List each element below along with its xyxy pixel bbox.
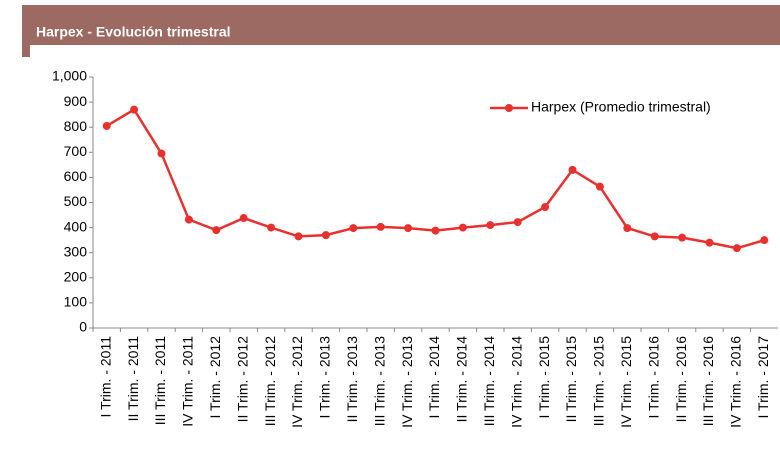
x-tick-label: III Trim. - 2013 — [371, 336, 387, 426]
y-tick-label: 900 — [64, 93, 88, 109]
point — [294, 232, 303, 241]
point — [102, 121, 111, 130]
point — [705, 238, 714, 247]
y-tick-label: 300 — [64, 243, 88, 259]
y-tick-label: 0 — [79, 319, 87, 335]
x-tick-label: III Trim. - 2011 — [152, 336, 168, 425]
y-tick-label: 800 — [64, 118, 88, 134]
legend-marker — [505, 104, 513, 112]
point — [431, 226, 440, 235]
x-tick-label: I Trim. - 2016 — [645, 336, 661, 419]
y-tick-label: 700 — [64, 143, 88, 159]
point — [321, 231, 330, 240]
y-tick-label: 1,000 — [52, 68, 87, 84]
header-title: Harpex - Evolución trimestral — [36, 24, 231, 40]
point — [130, 105, 139, 114]
x-tick-label: I Trim. - 2011 — [97, 336, 113, 418]
x-tick-label: I Trim. - 2015 — [536, 336, 552, 419]
point — [760, 236, 769, 245]
point — [458, 223, 467, 232]
point — [650, 232, 659, 241]
x-tick-label: I Trim. - 2014 — [426, 336, 442, 419]
x-tick-label: II Trim. - 2016 — [673, 336, 689, 423]
x-tick-label: II Trim. - 2012 — [234, 336, 250, 423]
point — [595, 182, 604, 191]
point — [267, 223, 276, 232]
x-tick-label: IV Trim. - 2011 — [180, 336, 196, 427]
point — [212, 226, 221, 235]
y-tick-label: 200 — [64, 269, 88, 285]
point — [513, 218, 522, 227]
point — [239, 214, 248, 223]
y-tick-label: 400 — [64, 218, 88, 234]
x-tick-label: III Trim. - 2016 — [700, 336, 716, 426]
point — [623, 224, 632, 233]
point — [157, 149, 166, 158]
x-tick-label: IV Trim. - 2015 — [618, 336, 634, 428]
point — [376, 222, 385, 231]
x-tick-label: II Trim. - 2011 — [125, 336, 141, 422]
x-tick-label: I Trim. - 2013 — [317, 336, 333, 419]
point — [568, 165, 577, 174]
point — [732, 244, 741, 253]
point — [541, 203, 550, 212]
x-tick-label: III Trim. - 2015 — [591, 336, 607, 426]
x-tick-label: III Trim. - 2012 — [262, 336, 278, 426]
x-tick-label: I Trim. - 2017 — [755, 336, 771, 419]
x-tick-label: III Trim. - 2014 — [481, 336, 497, 426]
x-tick-label: II Trim. - 2014 — [454, 336, 470, 423]
point — [486, 221, 495, 230]
point — [349, 224, 358, 233]
legend-label: Harpex (Promedio trimestral) — [531, 99, 711, 115]
x-tick-label: IV Trim. - 2013 — [399, 336, 415, 428]
x-tick-label: IV Trim. - 2016 — [728, 336, 744, 428]
x-tick-label: II Trim. - 2015 — [563, 336, 579, 423]
x-tick-label: I Trim. - 2012 — [207, 336, 223, 419]
y-tick-label: 100 — [64, 294, 88, 310]
header-bar — [22, 5, 780, 45]
point — [404, 224, 413, 233]
point — [184, 215, 193, 224]
y-tick-label: 500 — [64, 193, 88, 209]
x-tick-label: IV Trim. - 2012 — [289, 336, 305, 428]
x-tick-label: IV Trim. - 2014 — [508, 336, 524, 428]
header-tab — [22, 45, 30, 57]
y-tick-label: 600 — [64, 168, 88, 184]
point — [678, 233, 687, 242]
x-tick-label: II Trim. - 2013 — [344, 336, 360, 423]
